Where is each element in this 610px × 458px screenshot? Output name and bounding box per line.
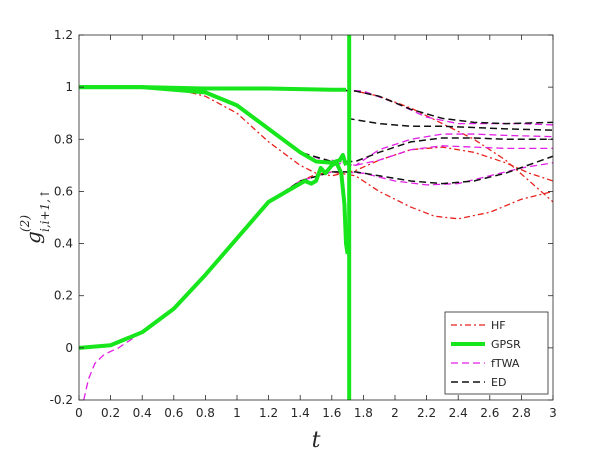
- y-axis-label: g (2) i,i+1,↑: [18, 189, 52, 244]
- y-tick-label-0: -0.2: [50, 393, 73, 407]
- y-tick-label-7: 1.2: [54, 28, 73, 42]
- legend-label-ftwa: fTWA: [491, 357, 520, 370]
- series-line-ed-10: [347, 117, 553, 131]
- x-tick-label-4: 0.8: [196, 406, 215, 420]
- plot-frame: [78, 34, 554, 401]
- legend-label-gpsr: GPSR: [491, 338, 521, 351]
- series-line-hf-1: [79, 86, 553, 182]
- x-tick-label-6: 1.2: [259, 406, 278, 420]
- x-tick-label-15: 3: [549, 406, 557, 420]
- y-tick-label-2: 0.2: [54, 289, 73, 303]
- y-tick-label-3: 0.4: [54, 237, 73, 251]
- x-tick-label-9: 1.8: [354, 406, 373, 420]
- series-line-gpsr-13: [79, 160, 350, 350]
- legend-box: [444, 311, 549, 395]
- x-tick-label-11: 2.2: [417, 406, 436, 420]
- series-line-ftwa-6: [331, 133, 553, 167]
- y-tick-label-5: 0.8: [54, 132, 73, 146]
- y-tick-label-1: 0: [65, 341, 73, 355]
- x-tick-label-7: 1.4: [291, 406, 310, 420]
- x-tick-label-8: 1.6: [322, 406, 341, 420]
- y-tick-label-6: 1: [65, 80, 73, 94]
- ticks-layer: 0 0.2 0.4 0.6 0.8 1 1.2 1.4 1.6 1.8 2 2.2 2.4 2.6 2.8 3…: [50, 28, 557, 420]
- series-line-gpsr-12: [79, 85, 348, 166]
- legend: HF GPSR fTWA ED: [444, 311, 549, 395]
- y-axis-label-sup: (2): [18, 215, 32, 232]
- series-layer: [79, 35, 553, 400]
- y-axis-label-sub: i,i+1,↑: [38, 189, 52, 232]
- x-tick-label-0: 0: [75, 406, 83, 420]
- x-tick-label-3: 0.6: [164, 406, 183, 420]
- x-tick-label-1: 0.2: [101, 406, 120, 420]
- legend-label-hf: HF: [491, 319, 506, 332]
- y-tick-label-4: 0.6: [54, 184, 73, 198]
- x-tick-label-2: 0.4: [133, 406, 152, 420]
- x-tick-label-14: 2.8: [512, 406, 531, 420]
- x-tick-label-5: 1: [233, 406, 241, 420]
- legend-label-ed: ED: [491, 376, 506, 389]
- x-tick-label-13: 2.6: [480, 406, 499, 420]
- x-axis-label: t: [312, 428, 321, 453]
- y-axis-label-main: g: [21, 231, 45, 244]
- x-tick-label-12: 2.4: [449, 406, 468, 420]
- x-tick-label-10: 2: [391, 406, 399, 420]
